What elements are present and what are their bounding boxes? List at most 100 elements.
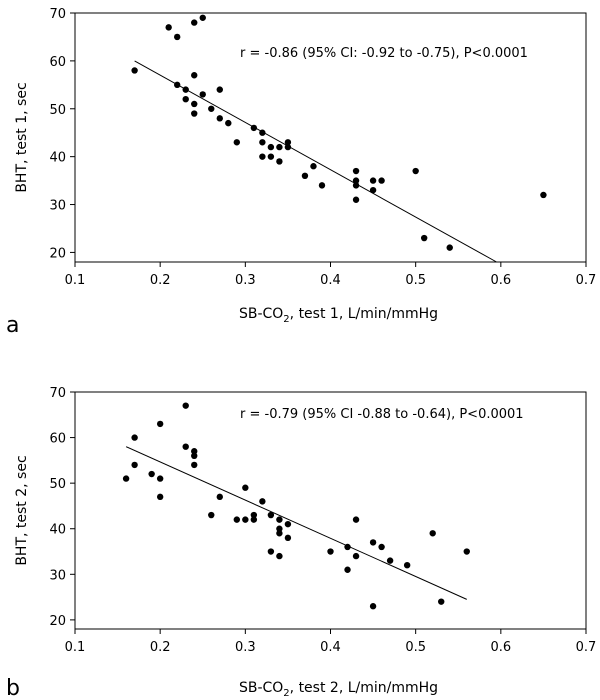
data-point — [284, 534, 292, 542]
data-point — [403, 561, 411, 569]
data-point — [369, 177, 377, 184]
data-point — [131, 434, 138, 441]
data-point — [318, 182, 326, 189]
data-point — [276, 516, 283, 523]
x-tick-label: 0.4 — [320, 640, 341, 655]
data-point — [216, 86, 223, 93]
data-point — [216, 493, 223, 501]
data-point — [250, 516, 258, 523]
x-axis-title: SB-CO2, test 1, L/min/mmHg — [239, 306, 438, 325]
data-point — [352, 552, 360, 560]
data-point — [369, 603, 377, 610]
panel-label: b — [6, 676, 20, 700]
x-axis-title-subscript: 2 — [283, 688, 289, 699]
y-tick-label: 50 — [49, 477, 66, 492]
x-axis-title-main: SB-CO — [239, 306, 283, 322]
data-point — [182, 443, 189, 450]
data-point — [131, 461, 138, 469]
y-tick-label: 40 — [49, 523, 66, 538]
scatter-chart-b: 0.1 0.2 0.3 0.4 0.5 0.6 0.7 20 30 40 50 60 70 r = -0.… — [6, 386, 597, 700]
data-point — [267, 153, 275, 160]
data-point — [540, 191, 547, 199]
y-tick-label: 30 — [49, 568, 66, 583]
data-point — [352, 516, 360, 523]
data-point — [386, 557, 394, 564]
y-tick-label: 70 — [49, 386, 66, 401]
data-point — [276, 530, 283, 537]
regression-line — [134, 60, 497, 263]
data-point — [191, 461, 198, 469]
x-tick-label: 0.1 — [65, 640, 86, 655]
data-point — [199, 14, 206, 21]
data-point — [446, 244, 453, 251]
y-tick-label: 30 — [49, 199, 66, 214]
data-point — [191, 100, 198, 108]
data-point — [259, 153, 266, 160]
data-point — [156, 475, 164, 482]
data-point — [378, 543, 385, 551]
x-axis-title: SB-CO2, test 2, L/min/mmHg — [239, 680, 438, 699]
data-point — [352, 167, 360, 175]
y-tick-label: 40 — [49, 151, 66, 166]
x-tick-label: 0.2 — [150, 273, 171, 288]
data-point — [267, 143, 275, 151]
data-point — [208, 511, 215, 519]
y-tick-label: 60 — [49, 55, 66, 70]
data-point — [233, 516, 241, 523]
data-point — [242, 484, 249, 491]
data-point — [284, 520, 292, 528]
data-point — [369, 539, 377, 546]
data-point — [191, 72, 198, 79]
x-tick-label: 0.1 — [65, 273, 86, 288]
data-point — [463, 548, 470, 555]
data-point — [352, 182, 360, 189]
data-point — [208, 105, 215, 112]
data-point — [216, 115, 223, 122]
data-point — [327, 548, 334, 555]
data-point — [412, 167, 419, 175]
x-tick-label: 0.4 — [320, 273, 341, 288]
data-point — [199, 91, 206, 98]
data-point — [131, 67, 138, 74]
x-tick-label: 0.5 — [405, 273, 426, 288]
data-point — [191, 448, 198, 455]
data-point — [301, 172, 309, 180]
data-point — [156, 493, 164, 501]
data-point — [284, 139, 292, 146]
x-tick-label: 0.5 — [405, 640, 426, 655]
data-point — [267, 511, 275, 519]
panel-label: a — [6, 313, 19, 338]
data-point — [156, 420, 164, 428]
data-point — [165, 24, 172, 31]
data-point — [344, 566, 351, 573]
data-point — [191, 110, 198, 117]
data-point — [122, 475, 130, 482]
data-point — [310, 163, 317, 170]
y-tick-label: 50 — [49, 103, 66, 118]
data-point — [191, 19, 198, 26]
data-point — [429, 530, 436, 537]
data-point — [259, 129, 266, 136]
data-point — [242, 516, 249, 523]
correlation-annotation: r = -0.79 (95% CI -0.88 to -0.64), P<0.0… — [240, 407, 524, 422]
data-point — [250, 511, 258, 519]
data-point — [438, 598, 445, 605]
data-point — [148, 470, 155, 478]
data-point — [233, 139, 241, 146]
data-point — [267, 548, 275, 555]
x-axis-title-subscript: 2 — [283, 314, 289, 325]
correlation-annotation: r = -0.86 (95% CI: -0.92 to -0.75), P<0.… — [240, 46, 528, 61]
x-axis-title-main: SB-CO — [239, 680, 283, 696]
y-tick-label: 60 — [49, 432, 66, 447]
regression-line — [125, 446, 467, 600]
data-point — [276, 143, 283, 151]
data-point — [182, 86, 189, 93]
x-tick-label: 0.6 — [490, 640, 511, 655]
y-axis-title: BHT, test 1, sec — [14, 82, 30, 192]
y-tick-label: 70 — [49, 7, 66, 22]
x-tick-label: 0.3 — [235, 640, 256, 655]
data-point — [259, 498, 266, 505]
data-point — [276, 525, 283, 532]
plot-frame — [74, 391, 587, 630]
x-tick-label: 0.7 — [576, 640, 597, 655]
